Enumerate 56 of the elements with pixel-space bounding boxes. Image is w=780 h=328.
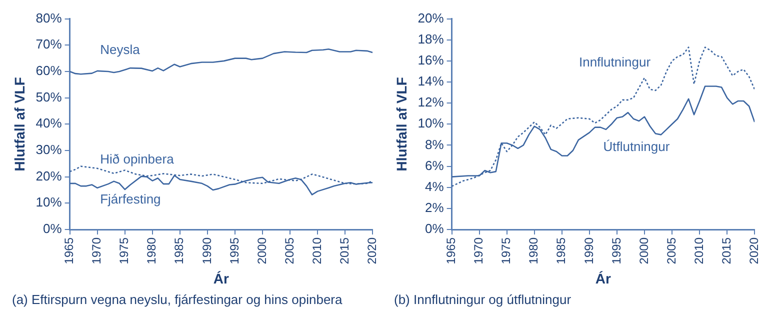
x-tick-label: 1965 (444, 237, 458, 264)
x-tick-label: 1990 (200, 237, 214, 264)
y-tick-label: 10% (418, 116, 444, 131)
y-tick-label: 0% (425, 221, 444, 236)
y-tick-label: 6% (425, 158, 444, 173)
x-tick-label: 1970 (90, 237, 104, 264)
series-label: Fjárfesting (100, 192, 161, 207)
y-tick-label: 0% (43, 221, 62, 236)
x-tick-label: 1970 (472, 237, 486, 264)
y-tick-label: 20% (36, 168, 62, 184)
y-tick-label: 30% (36, 142, 62, 158)
x-tick-label: 2020 (746, 237, 761, 264)
text: (b) Innflutningur og útflutningur (394, 292, 572, 307)
y-tick-label: 60% (36, 63, 62, 78)
x-tick-label: 1975 (117, 237, 132, 264)
y-tick-label: 70% (36, 36, 62, 52)
x-tick-label: 1985 (172, 237, 186, 264)
x-tick-label: 1980 (144, 237, 159, 264)
x-tick-label: 2000 (636, 237, 651, 264)
y-tick-label: 4% (425, 178, 444, 194)
x-tick-label: 2020 (364, 237, 379, 264)
x-tick-label: 1990 (582, 237, 596, 264)
y-tick-label: 2% (425, 200, 444, 216)
x-tick-label: 1995 (227, 237, 242, 264)
x-tick-label: 1985 (554, 237, 568, 264)
x-tick-label: 2005 (282, 237, 296, 264)
x-tick-label: 2010 (310, 237, 324, 264)
y-tick-label: 50% (36, 89, 62, 104)
y-tick-label: 40% (36, 116, 62, 131)
x-tick-label: 1965 (62, 237, 76, 264)
line-series (452, 46, 755, 187)
y-tick-label: 80% (36, 10, 62, 26)
x-tick-label: 2005 (664, 237, 678, 264)
y-tick-label: 20% (418, 10, 444, 26)
series-label: Útflutningur (603, 138, 670, 154)
y-tick-label: 8% (425, 136, 444, 152)
y-tick-label: 16% (418, 52, 444, 68)
y-axis-title: Hlutfall af VLF (11, 76, 28, 172)
text: (a) Eftirspurn vegna neyslu, fjárfestingar og hins opinbera (12, 292, 344, 307)
y-tick-label: 14% (418, 74, 444, 89)
y-tick-label: 12% (418, 94, 444, 110)
x-axis-title: Ár (213, 270, 230, 286)
y-tick-label: 18% (418, 31, 444, 46)
y-tick-label: 10% (36, 194, 62, 210)
x-tick-label: 1975 (499, 237, 514, 264)
x-tick-label: 2015 (337, 237, 352, 264)
y-axis-title: Hlutfall af VLF (393, 76, 410, 172)
x-tick-label: 1980 (526, 237, 541, 264)
series-label: Neysla (100, 42, 141, 57)
x-tick-label: 2015 (719, 237, 734, 264)
x-tick-label: 2000 (254, 237, 269, 264)
x-axis-title: Ár (595, 270, 612, 286)
series-label: Hið opinbera (100, 152, 175, 167)
series-label: Innflutningur (578, 54, 652, 70)
x-tick-label: 1995 (609, 237, 624, 264)
x-tick-label: 2010 (692, 237, 706, 264)
